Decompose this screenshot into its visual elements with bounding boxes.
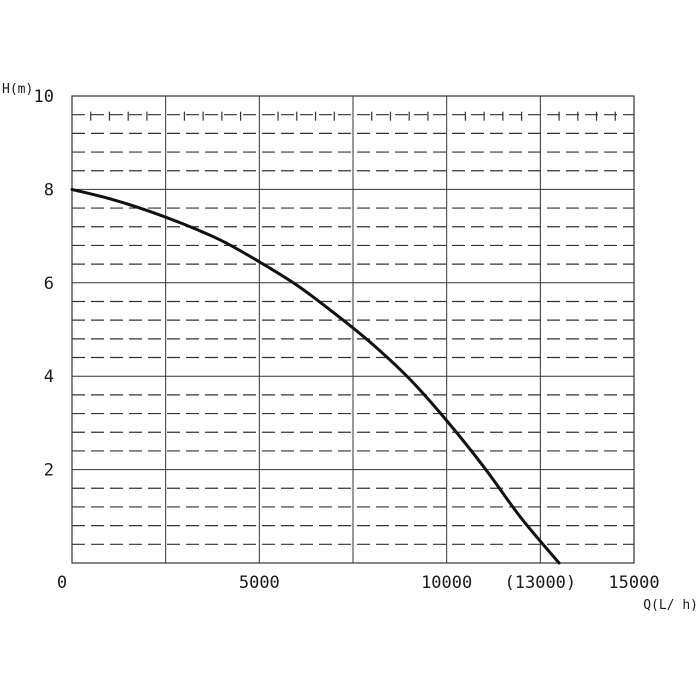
x-axis-title: Q(L/ h) [643, 598, 698, 613]
x-tick-label: (13000) [505, 573, 577, 593]
performance-curve [70, 187, 561, 565]
plot-frame [71, 95, 635, 564]
y-tick-label: 2 [44, 461, 54, 481]
x-tick-label: 0 [57, 573, 67, 593]
y-tick-label: 10 [34, 87, 54, 107]
x-tick-label: 10000 [421, 573, 472, 593]
x-tick-label: 15000 [608, 573, 659, 593]
grid [71, 95, 635, 564]
y-tick-label: 8 [44, 180, 54, 200]
y-tick-label: 6 [44, 274, 54, 294]
y-tick-label: 4 [44, 367, 54, 387]
curve-layer [70, 187, 561, 565]
y-axis-title: H(m) [2, 82, 33, 97]
x-tick-label: 5000 [239, 573, 280, 593]
tick-labels: 2 4 6 8 10 0 5000 10000 (13000) 15000 [34, 87, 660, 593]
